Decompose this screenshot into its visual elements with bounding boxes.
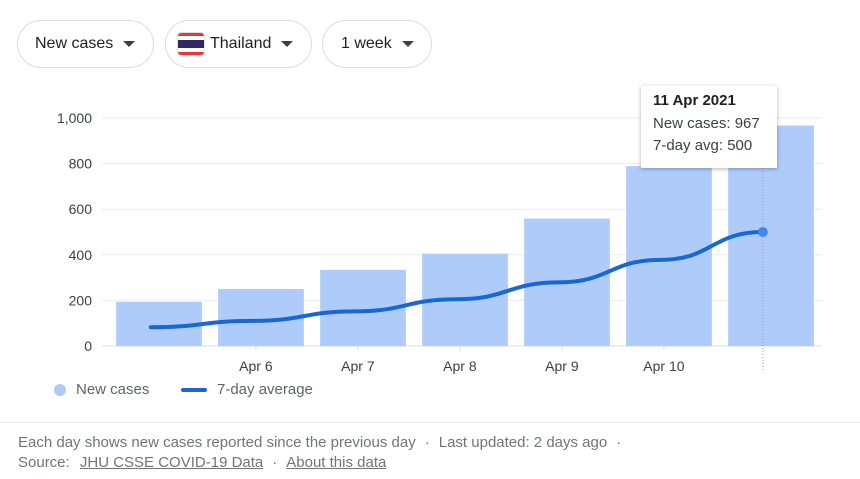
footer-separator: · [424,434,430,451]
x-tick-label: Apr 9 [545,358,579,374]
average-point[interactable] [757,227,768,237]
legend-dot-icon [54,383,66,396]
y-tick-label: 400 [69,247,93,263]
chevron-down-icon [401,41,414,47]
chevron-down-icon [281,41,294,47]
chart-tooltip: 11 Apr 2021 New cases: 967 7-day avg: 50… [641,86,777,168]
footer-source-label: Source: [18,454,70,471]
divider [0,422,860,423]
footer-note: Each day shows new cases reported since … [18,434,416,451]
thailand-flag-icon [178,33,204,55]
bar[interactable] [626,166,712,346]
metric-dropdown-label: New cases [35,35,114,52]
legend-item-average: 7-day average [181,381,313,398]
footer-updated: Last updated: 2 days ago [438,434,608,451]
tooltip-date: 11 Apr 2021 [653,92,736,109]
x-tick-label: Apr 7 [341,358,375,374]
y-tick-label: 0 [84,338,92,354]
footer-line-2: Source: JHU CSSE COVID-19 Data · About thi… [18,454,386,471]
range-dropdown[interactable]: 1 week [322,20,432,68]
x-tick-label: Apr 8 [443,358,477,374]
legend-label-average: 7-day average [217,381,313,398]
source-link[interactable]: JHU CSSE COVID-19 Data [79,454,264,471]
cases-chart[interactable]: 0 200 400 600 800 1,000 Apr 6 Apr 7 Apr 8 Apr 9 Ap… [0,80,860,380]
country-dropdown[interactable]: Thailand [165,20,312,68]
footer-separator: · [272,454,278,471]
tooltip-cases: New cases: 967 [653,115,760,132]
y-tick-label: 200 [69,292,93,308]
range-dropdown-label: 1 week [341,35,392,52]
footer-separator: · [616,434,622,451]
chevron-down-icon [123,41,136,47]
country-dropdown-label: Thailand [210,35,272,52]
metric-dropdown[interactable]: New cases [17,20,154,68]
footer-line-1: Each day shows new cases reported since … [18,434,630,451]
y-tick-label: 600 [69,201,93,217]
legend-item-cases: New cases [54,381,149,398]
legend-label-cases: New cases [76,381,150,398]
x-tick-label: Apr 10 [643,358,684,374]
y-tick-label: 1,000 [57,110,92,126]
tooltip-average: 7-day avg: 500 [653,137,753,154]
y-tick-label: 800 [69,156,93,172]
legend-line-icon [181,387,207,392]
about-data-link[interactable]: About this data [286,454,387,471]
x-tick-label: Apr 6 [239,358,273,374]
average-line [148,230,765,330]
